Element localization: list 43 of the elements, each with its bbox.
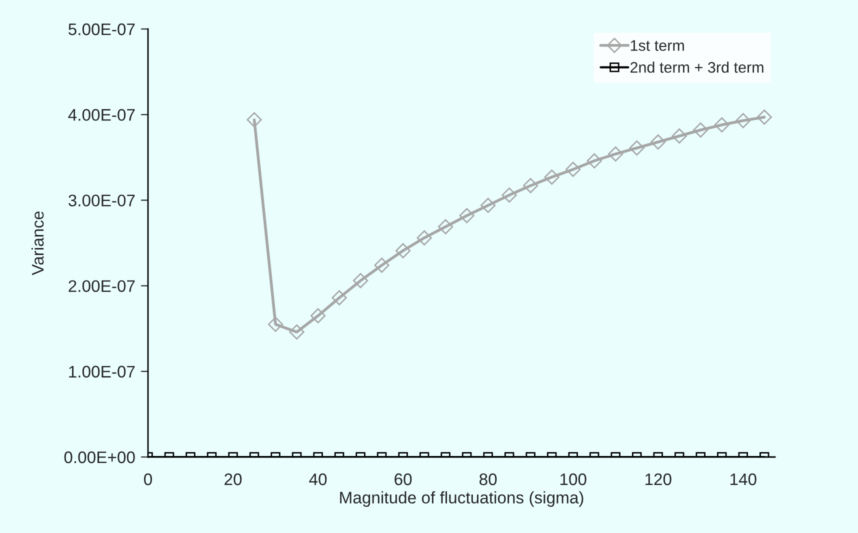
point bbox=[566, 162, 581, 177]
x-axis-title: Magnitude of fluctuations (sigma) bbox=[340, 491, 584, 507]
y-tick-label: 0.00E+00 bbox=[64, 451, 135, 464]
y-tick-label: 1.00E-07 bbox=[69, 366, 135, 378]
point bbox=[714, 117, 730, 132]
point bbox=[502, 187, 517, 203]
x-tick-label: 140 bbox=[730, 473, 756, 486]
legend-label: 1st term bbox=[630, 40, 684, 51]
point bbox=[352, 273, 368, 288]
x-tick-label: 100 bbox=[560, 473, 586, 486]
point bbox=[246, 112, 262, 128]
x-tick-label: 120 bbox=[645, 473, 672, 486]
point bbox=[416, 230, 432, 246]
x-tick-label: 60 bbox=[394, 473, 412, 486]
point bbox=[374, 258, 390, 273]
point bbox=[650, 134, 666, 150]
point bbox=[756, 110, 772, 125]
x-tick-label: 0 bbox=[144, 473, 152, 486]
point bbox=[586, 153, 602, 168]
point bbox=[438, 219, 454, 234]
point bbox=[310, 308, 326, 324]
point bbox=[672, 128, 687, 144]
y-tick-label: 4.00E-07 bbox=[68, 109, 135, 121]
point bbox=[523, 178, 538, 194]
y-tick-label: 3.00E-07 bbox=[68, 194, 135, 206]
point bbox=[544, 170, 560, 185]
point bbox=[480, 198, 496, 213]
x-tick-label: 20 bbox=[224, 473, 242, 486]
x-tick-label: 80 bbox=[480, 473, 497, 486]
point bbox=[693, 122, 708, 138]
point bbox=[459, 208, 474, 224]
x-tick-label: 40 bbox=[309, 473, 327, 486]
point bbox=[736, 113, 751, 128]
y-tick-label: 5.00E-07 bbox=[68, 23, 135, 36]
legend-label: 2nd term + 3rd term bbox=[630, 62, 764, 73]
point bbox=[268, 316, 284, 332]
point bbox=[289, 324, 304, 340]
y-tick-label: 2.00E-07 bbox=[68, 280, 135, 292]
point bbox=[395, 243, 411, 258]
y-axis-title: Variance bbox=[31, 211, 44, 276]
point bbox=[629, 140, 644, 156]
point bbox=[608, 146, 624, 162]
point bbox=[332, 290, 347, 306]
